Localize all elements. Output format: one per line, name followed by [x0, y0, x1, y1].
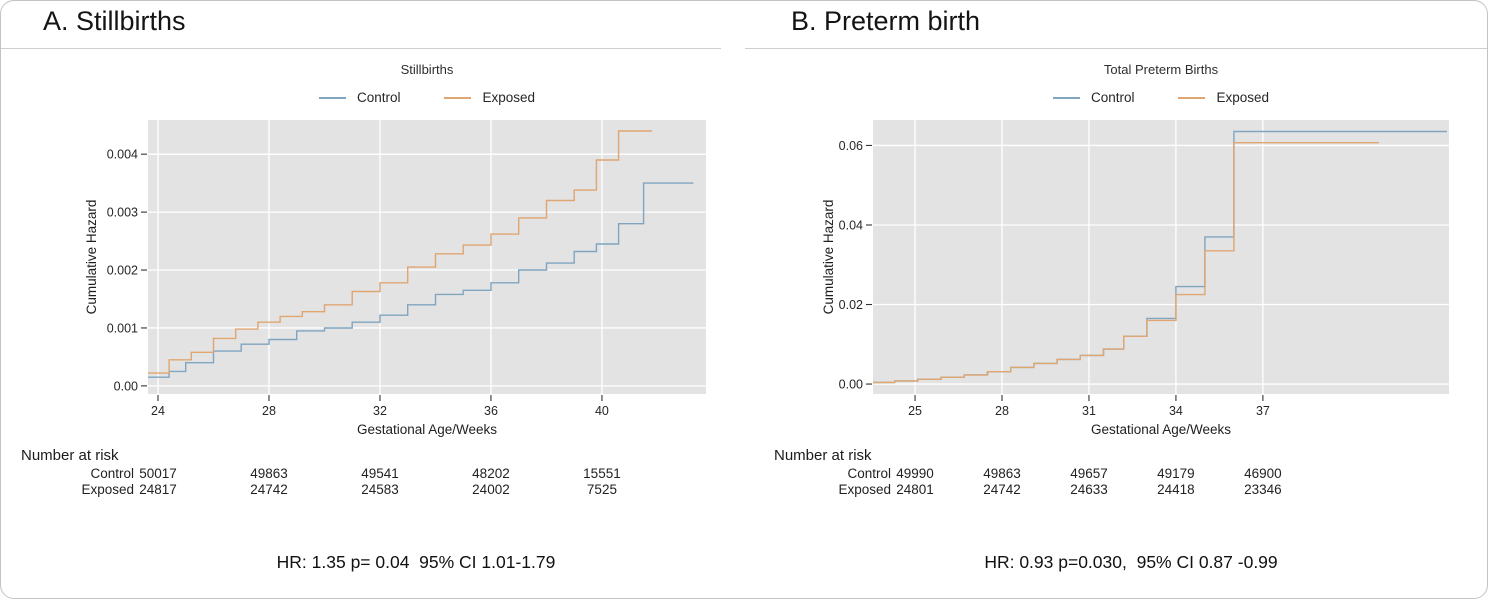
svg-text:49541: 49541 [361, 466, 399, 481]
panel-a-header: A. Stillbirths [1, 1, 721, 49]
svg-text:0.001: 0.001 [107, 321, 138, 335]
legend-item-exposed: Exposed [1178, 90, 1269, 105]
panel-b-title: B. Preterm birth [791, 6, 981, 36]
exposed-line-swatch [1178, 96, 1206, 99]
svg-text:Control: Control [90, 466, 134, 481]
svg-text:49990: 49990 [896, 466, 934, 481]
panel-b-header: B. Preterm birth [745, 1, 1487, 49]
svg-text:48202: 48202 [472, 466, 510, 481]
svg-text:49657: 49657 [1070, 466, 1108, 481]
svg-text:24633: 24633 [1070, 482, 1108, 497]
svg-text:Exposed: Exposed [838, 482, 891, 497]
preterm-cumulative-hazard-chart: 25 28 31 34 37 0.00 0.02 0.04 0.06 Gestational Ag… [821, 120, 1449, 497]
svg-text:Control: Control [847, 466, 891, 481]
legend-item-control: Control [1052, 90, 1135, 105]
svg-text:24418: 24418 [1157, 482, 1195, 497]
svg-text:0.004: 0.004 [107, 148, 138, 162]
svg-text:31: 31 [1082, 404, 1096, 418]
svg-text:15551: 15551 [583, 466, 621, 481]
svg-text:24: 24 [151, 404, 165, 418]
svg-text:49179: 49179 [1157, 466, 1195, 481]
panel-a-title: A. Stillbirths [43, 6, 186, 36]
svg-text:Exposed: Exposed [81, 482, 134, 497]
svg-text:36: 36 [484, 404, 498, 418]
svg-text:24583: 24583 [361, 482, 399, 497]
stillbirths-cumulative-hazard-chart: 24 28 32 36 40 0.00 0.001 0.002 0.003 0.004 Gestat… [81, 120, 706, 497]
svg-text:0.00: 0.00 [114, 379, 138, 393]
stillbirths-legend: Control Exposed [148, 90, 706, 105]
legend-label-control: Control [356, 90, 401, 105]
svg-text:28: 28 [995, 404, 1009, 418]
svg-text:24801: 24801 [896, 482, 934, 497]
svg-text:Gestational Age/Weeks: Gestational Age/Weeks [357, 422, 497, 437]
svg-text:34: 34 [1169, 404, 1183, 418]
svg-text:40: 40 [595, 404, 609, 418]
svg-text:24742: 24742 [983, 482, 1021, 497]
preterm-hr-stats: HR: 0.93 p=0.030, 95% CI 0.87 -0.99 [984, 552, 1278, 572]
svg-text:24002: 24002 [472, 482, 510, 497]
preterm-plot-title: Total Preterm Births [1103, 62, 1219, 77]
svg-text:32: 32 [373, 404, 387, 418]
svg-text:0.003: 0.003 [107, 206, 138, 220]
svg-text:7525: 7525 [587, 482, 617, 497]
panel-preterm-birth: B. Preterm birth Total Preterm Births Co… [745, 1, 1487, 598]
svg-text:23346: 23346 [1244, 482, 1282, 497]
number-at-risk-title: Number at risk [21, 447, 119, 464]
svg-text:0.06: 0.06 [839, 139, 863, 153]
svg-text:0.02: 0.02 [839, 298, 863, 312]
stillbirths-plot-title: Stillbirths [400, 62, 454, 77]
legend-label-exposed: Exposed [482, 90, 536, 105]
preterm-legend: Control Exposed [873, 90, 1449, 105]
exposed-line-swatch [444, 96, 472, 99]
control-line-swatch [1052, 96, 1080, 99]
svg-text:37: 37 [1256, 404, 1270, 418]
svg-text:24742: 24742 [250, 482, 288, 497]
svg-text:24817: 24817 [139, 482, 177, 497]
svg-text:Gestational Age/Weeks: Gestational Age/Weeks [1091, 422, 1231, 437]
svg-text:Cumulative Hazard: Cumulative Hazard [84, 200, 99, 315]
svg-text:0.002: 0.002 [107, 264, 138, 278]
svg-text:46900: 46900 [1244, 466, 1282, 481]
legend-label-exposed: Exposed [1216, 90, 1270, 105]
legend-item-control: Control [318, 90, 401, 105]
svg-text:25: 25 [908, 404, 922, 418]
svg-text:28: 28 [262, 404, 276, 418]
svg-text:49863: 49863 [250, 466, 288, 481]
svg-text:50017: 50017 [139, 466, 177, 481]
control-line-swatch [318, 96, 346, 99]
svg-text:0.00: 0.00 [839, 378, 863, 392]
legend-item-exposed: Exposed [444, 90, 535, 105]
svg-text:0.04: 0.04 [839, 218, 863, 232]
number-at-risk-title: Number at risk [774, 447, 872, 464]
legend-label-control: Control [1090, 90, 1135, 105]
svg-text:Cumulative Hazard: Cumulative Hazard [821, 200, 836, 315]
stillbirths-hr-stats: HR: 1.35 p= 0.04 95% CI 1.01-1.79 [276, 552, 556, 572]
panel-stillbirths: A. Stillbirths Stillbirths Control Expos… [1, 1, 745, 598]
svg-text:49863: 49863 [983, 466, 1021, 481]
